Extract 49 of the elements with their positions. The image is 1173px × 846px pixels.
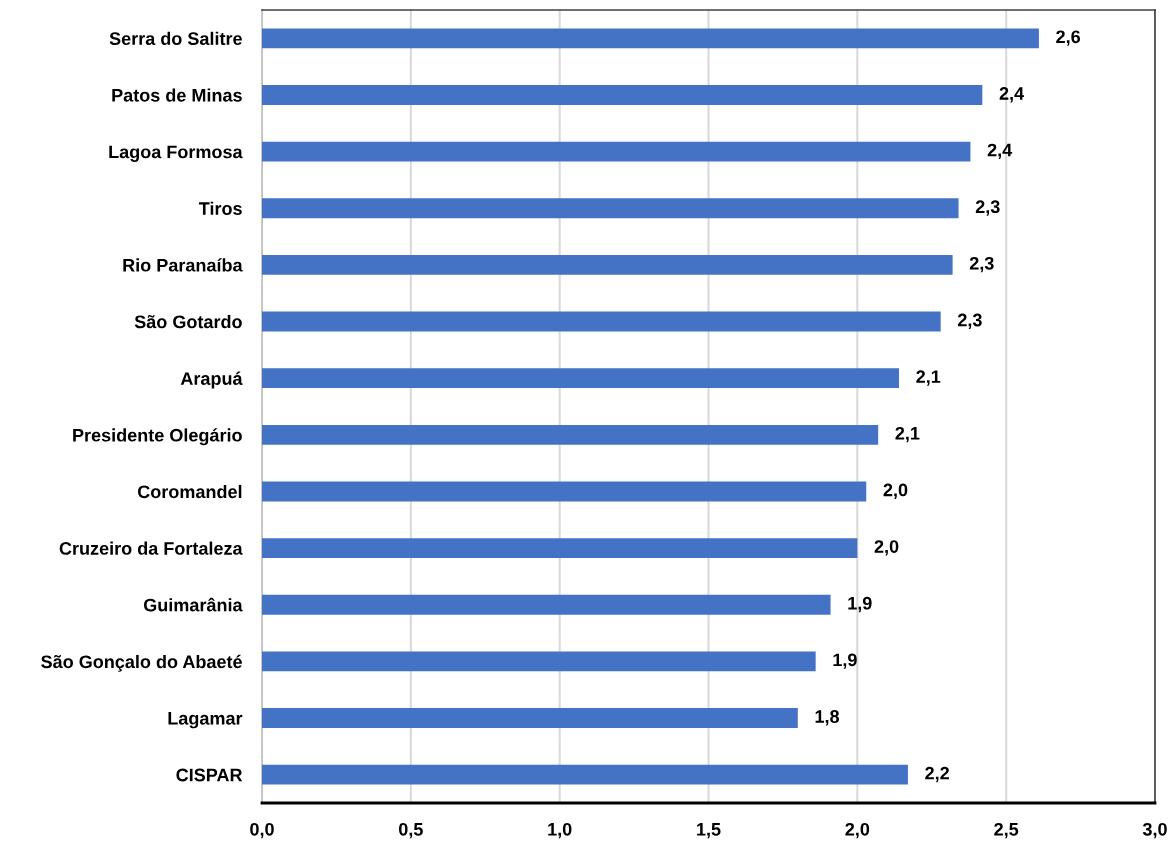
data-label: 1,8	[815, 710, 840, 726]
bar	[262, 198, 959, 219]
data-label: 2,4	[999, 87, 1025, 103]
y-tick-label: Lagoa Formosa	[109, 145, 243, 162]
bar	[262, 85, 983, 105]
data-label: 2,3	[975, 200, 1000, 216]
data-label: 2,2	[925, 766, 949, 783]
y-tick-label: CISPAR	[176, 768, 243, 782]
x-tick-label: 2,0	[845, 822, 870, 839]
data-label: 2,6	[1056, 30, 1081, 46]
y-tick-label: São Gonçalo do Abaeté	[41, 654, 242, 672]
data-label: 2,3	[969, 256, 994, 273]
bar	[262, 594, 831, 615]
y-tick-label: Coromandel	[137, 484, 242, 499]
bar	[262, 311, 941, 332]
data-label: 1,9	[848, 596, 872, 613]
y-tick-label: São Gotardo	[134, 314, 242, 329]
bar	[262, 368, 900, 389]
data-label: 2,0	[883, 483, 908, 499]
bar	[262, 28, 1039, 49]
y-tick-label: Rio Paranaíba	[123, 258, 243, 272]
x-tick-label: 1,5	[697, 823, 721, 839]
data-label: 2,1	[895, 426, 920, 443]
bar	[262, 254, 953, 275]
data-label: 2,3	[957, 313, 982, 329]
y-tick-label: Arapuá	[180, 371, 243, 389]
data-label: 2,4	[987, 143, 1013, 160]
y-tick-label: Tiros	[198, 201, 242, 215]
bar	[262, 538, 858, 559]
data-label: 1,9	[833, 653, 857, 669]
bar	[262, 651, 816, 672]
x-tick-label: 2,5	[994, 822, 1019, 839]
x-tick-label: 1,0	[548, 822, 572, 839]
bar	[262, 481, 867, 502]
x-tick-label: 0,5	[399, 822, 423, 839]
y-tick-label: Serra do Salitre	[109, 31, 242, 46]
y-tick-label: Cruzeiro da Fortaleza	[59, 541, 243, 555]
data-label: 2,1	[916, 370, 941, 386]
y-tick-label: Presidente Olegário	[73, 428, 242, 446]
y-tick-label: Guimarânia	[143, 597, 243, 612]
bar	[262, 708, 798, 728]
y-tick-label: Lagamar	[168, 712, 243, 729]
bar	[262, 424, 879, 445]
x-tick-label: 3,0	[1142, 822, 1167, 839]
data-label: 2,0	[874, 540, 899, 556]
x-tick-label: 0,0	[250, 822, 274, 839]
y-tick-label: Patos de Minas	[112, 88, 242, 102]
bar	[262, 141, 971, 162]
bar	[262, 764, 908, 785]
